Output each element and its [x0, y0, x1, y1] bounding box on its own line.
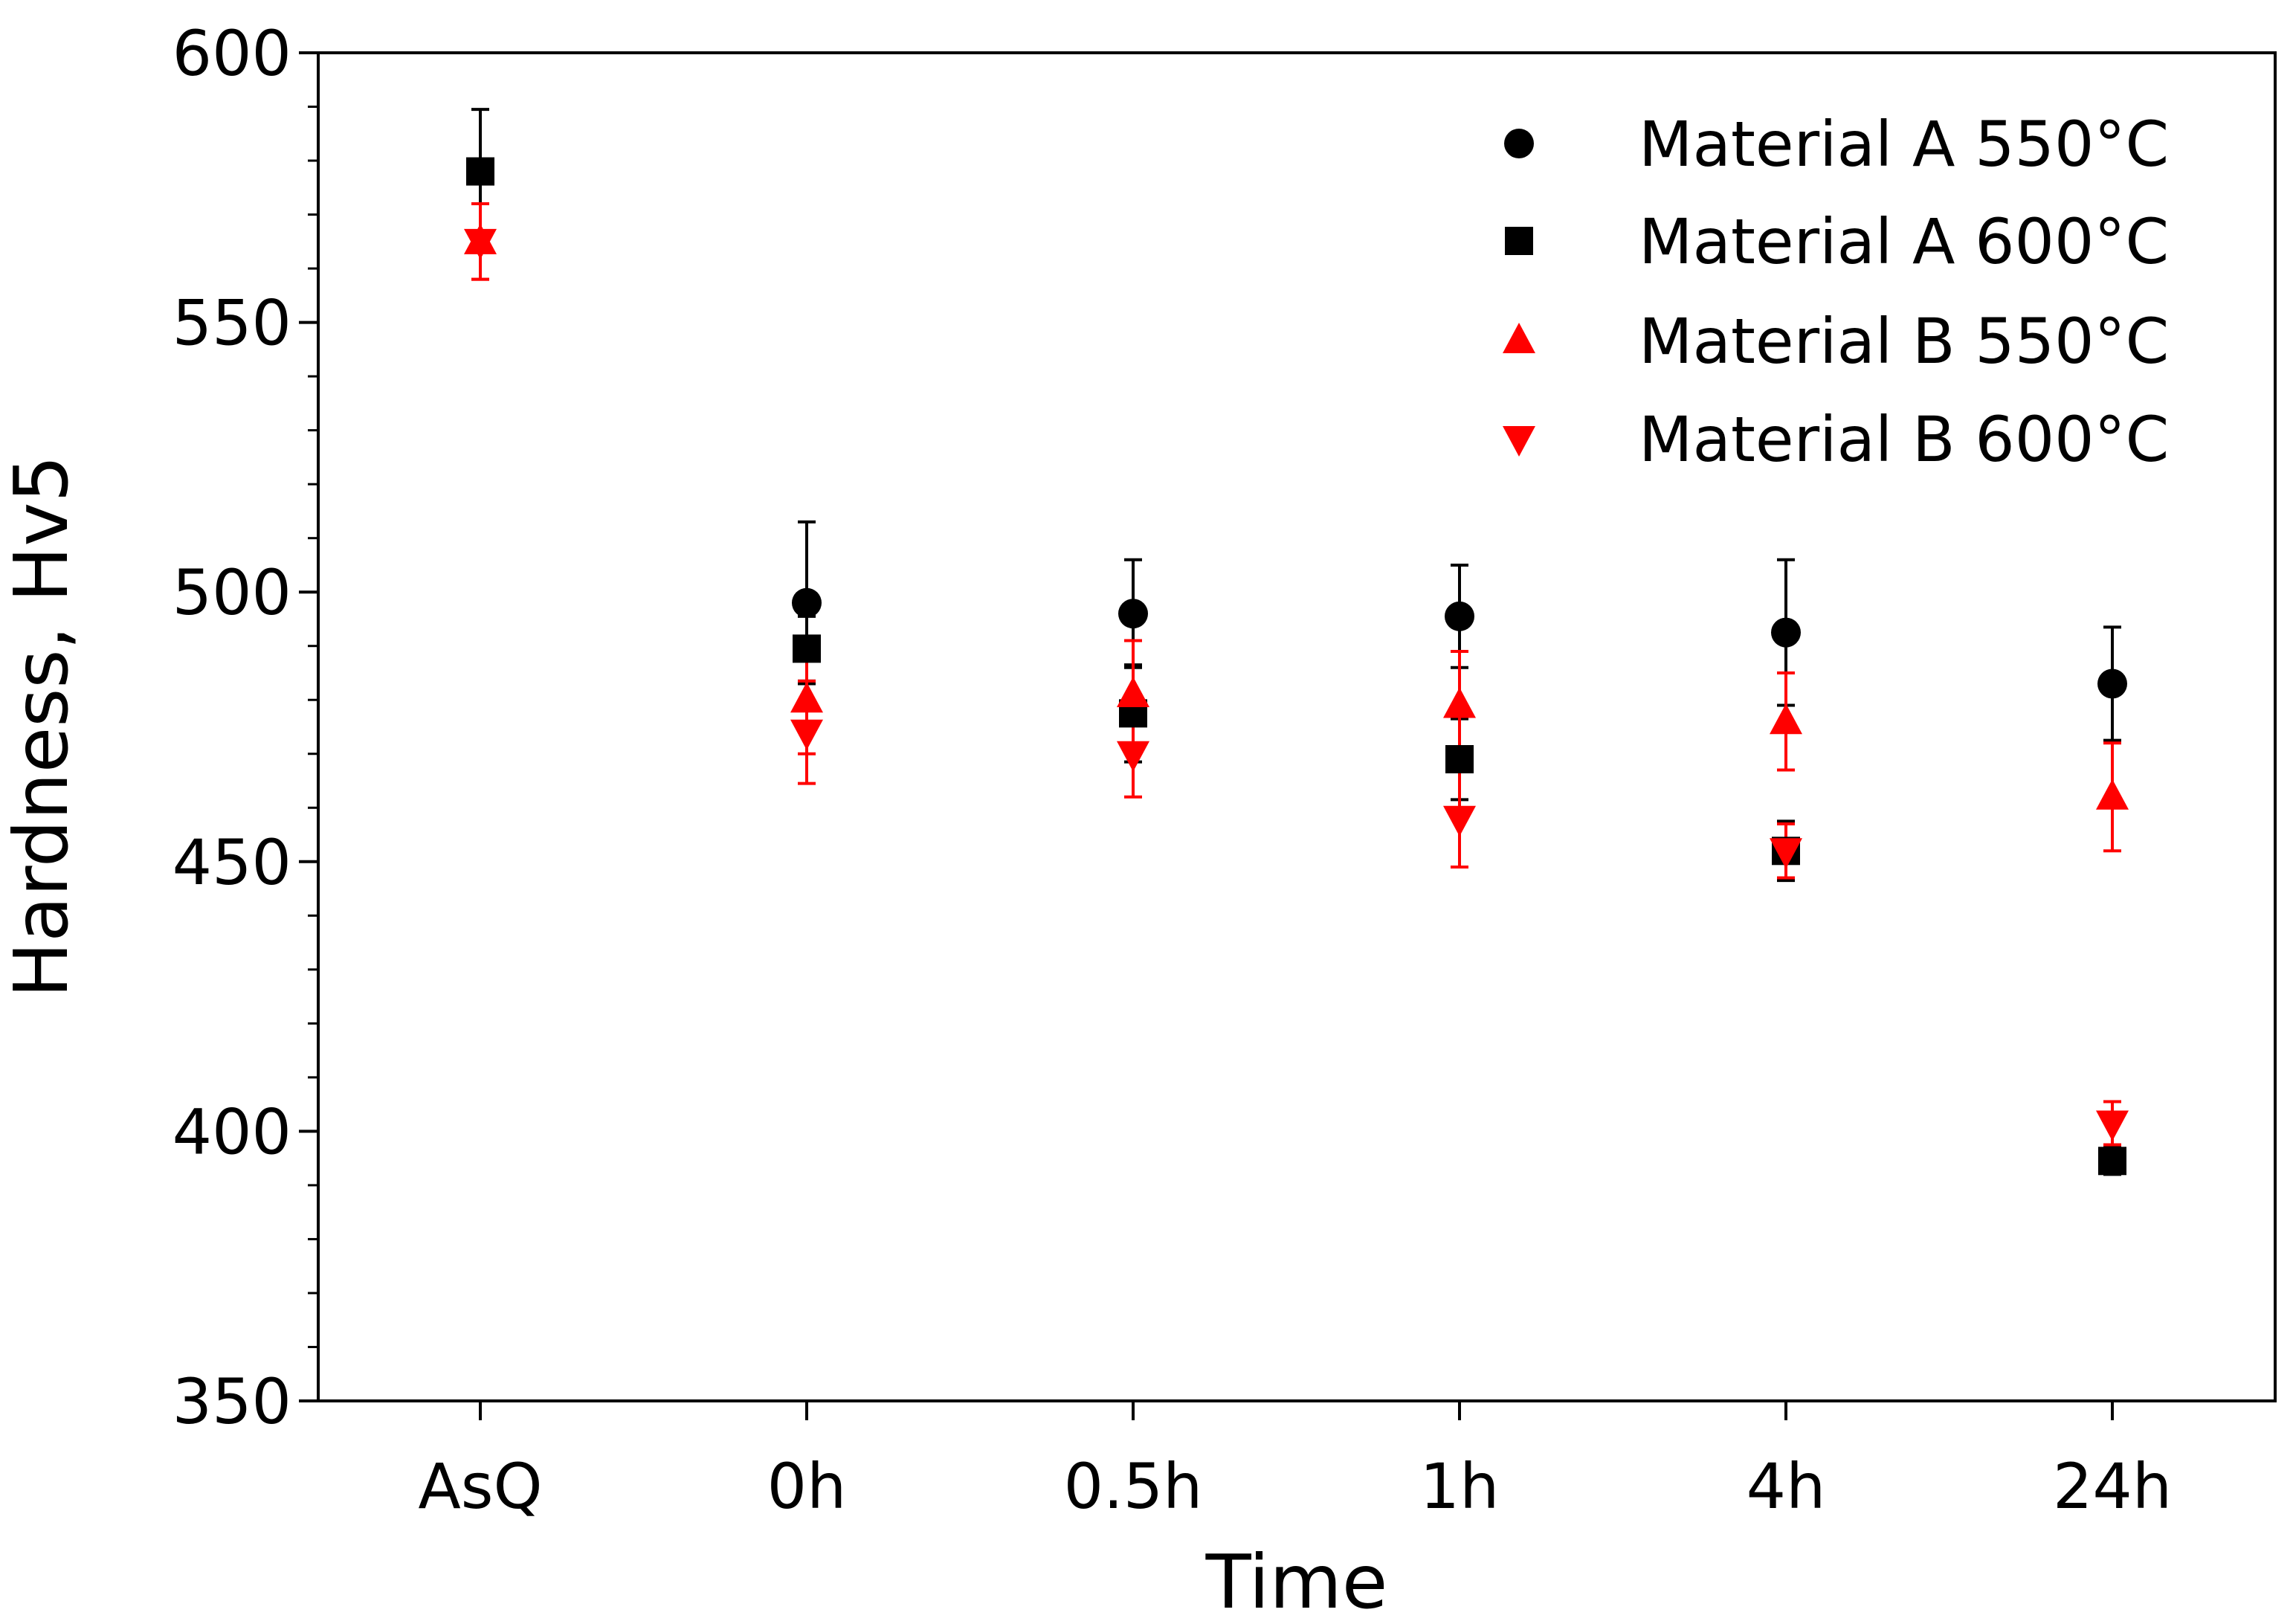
- legend-marker: [1503, 426, 1535, 457]
- legend-marker: [1505, 227, 1533, 255]
- data-point: [2098, 1147, 2126, 1176]
- legend-label: Material B 600°C: [1639, 403, 2169, 476]
- x-axis-title: Time: [1205, 1538, 1388, 1624]
- y-axis-title: Hardness, Hv5: [0, 455, 85, 998]
- data-layer: [464, 108, 2129, 1176]
- legend-marker: [1504, 129, 1534, 158]
- data-point: [1445, 601, 1474, 631]
- x-tick-label: 0.5h: [1064, 1450, 1203, 1523]
- data-point: [790, 682, 823, 713]
- legend-entry: Material A 600°C: [1505, 205, 2169, 278]
- y-tick-label: 500: [172, 556, 291, 629]
- data-point: [1445, 745, 1474, 774]
- legend-label: Material A 550°C: [1639, 108, 2169, 181]
- legend-label: Material A 600°C: [1639, 205, 2169, 278]
- data-point: [2097, 668, 2127, 699]
- y-tick-label: 550: [172, 287, 291, 360]
- y-tick-label: 600: [172, 17, 291, 90]
- plot-area-frame: [317, 51, 2277, 1402]
- legend-label: Material B 550°C: [1639, 305, 2169, 378]
- labels-layer: 350 400 450 500 550 600 AsQ 0h 0.5h 1h 4h 24h: [172, 17, 2172, 1523]
- legend-marker: [1503, 323, 1535, 353]
- data-point: [2096, 1110, 2129, 1141]
- data-point: [1771, 617, 1801, 648]
- data-point: [464, 228, 497, 260]
- data-point: [1443, 805, 1476, 837]
- x-tick-label: 0h: [767, 1450, 847, 1523]
- legend-entry: Material B 550°C: [1503, 305, 2169, 378]
- data-point: [2096, 779, 2129, 810]
- data-point: [466, 157, 494, 186]
- y-tick-label: 350: [172, 1365, 291, 1438]
- data-point: [790, 719, 823, 750]
- data-point: [1443, 687, 1476, 718]
- x-tick-label: 4h: [1747, 1450, 1826, 1523]
- legend-entry: Material A 550°C: [1504, 108, 2169, 181]
- data-point: [1770, 703, 1802, 735]
- x-tick-label: 24h: [2053, 1450, 2172, 1523]
- legend-entry: Material B 600°C: [1503, 403, 2169, 476]
- data-point: [793, 634, 821, 663]
- x-tick-label: AsQ: [418, 1450, 542, 1523]
- data-point: [1117, 676, 1149, 707]
- y-tick-label: 400: [172, 1095, 291, 1168]
- ticks-layer: [299, 51, 2114, 1420]
- data-point: [792, 587, 822, 618]
- y-tick-label: 450: [172, 826, 291, 899]
- data-point: [1117, 741, 1149, 772]
- legend: Material A 550°C Material A 600°C Material…: [1503, 108, 2169, 476]
- data-point: [1118, 599, 1148, 629]
- data-point: [1770, 838, 1802, 869]
- x-tick-label: 1h: [1420, 1450, 1500, 1523]
